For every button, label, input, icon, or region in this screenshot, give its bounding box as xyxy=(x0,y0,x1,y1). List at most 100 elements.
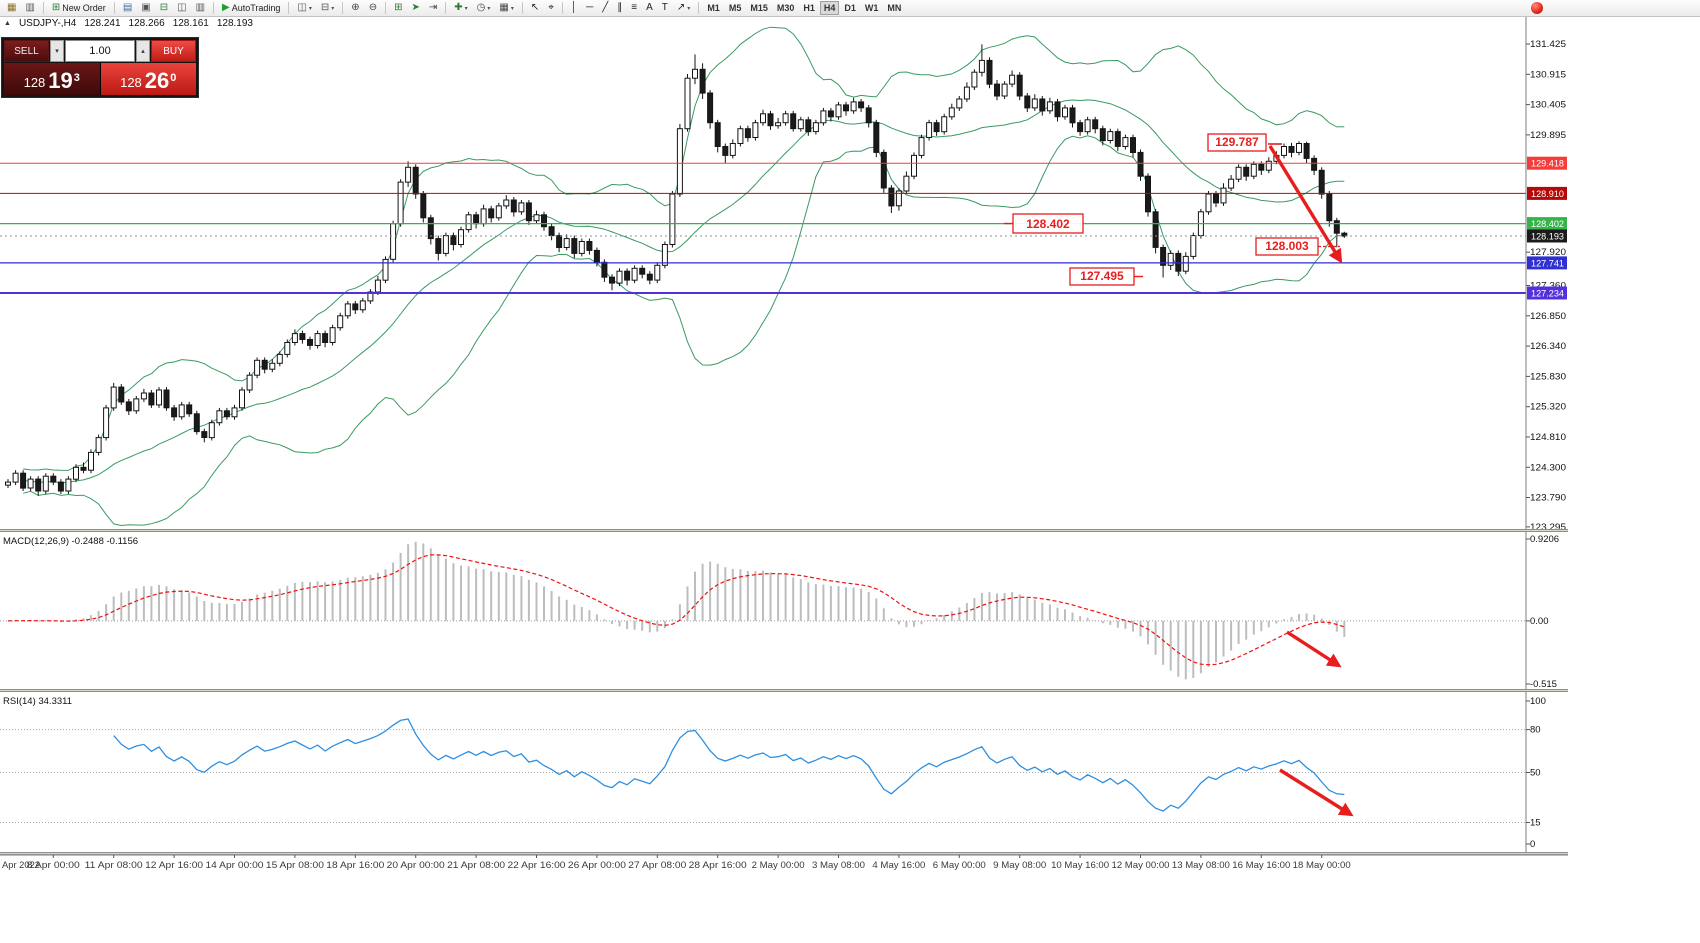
timeframe-m1[interactable]: M1 xyxy=(703,1,724,15)
svg-text:127.234: 127.234 xyxy=(1531,288,1564,299)
profiles-icon[interactable]: ⊟ ▾ xyxy=(317,1,338,15)
svg-text:10 May 16:00: 10 May 16:00 xyxy=(1051,860,1109,871)
svg-text:28 Apr 16:00: 28 Apr 16:00 xyxy=(689,860,747,871)
arrow-tools-icon[interactable]: ↗ ▾ xyxy=(673,1,694,15)
toolbar-separator xyxy=(213,2,215,14)
svg-text:15 Apr 08:00: 15 Apr 08:00 xyxy=(266,860,324,871)
volume-increase-button[interactable]: ▴ xyxy=(136,40,150,62)
crosshair-icon[interactable]: ⌖ xyxy=(544,1,558,15)
crosshair-icon: ⌖ xyxy=(548,2,554,13)
price-axis[interactable]: 131.425 130.915 130.405 129.895 127.920 127.3… xyxy=(1525,17,1567,855)
sell-button[interactable]: SELL xyxy=(4,40,49,62)
chart-window: MACD(12,26,9) -0.2488 -0.1156 RSI(14) 34.… xyxy=(0,17,1568,873)
vertical-line-icon: │ xyxy=(570,2,578,13)
sell-price-display[interactable]: 128 19 3 xyxy=(4,63,101,95)
timeframe-d1[interactable]: D1 xyxy=(840,1,860,15)
horizontal-line-icon[interactable]: ─ xyxy=(582,1,597,15)
chart-icon[interactable]: ▦ xyxy=(3,1,20,15)
trendline-icon[interactable]: ╱ xyxy=(598,1,612,15)
data-window-icon: ▣ xyxy=(141,2,151,13)
svg-text:129.895: 129.895 xyxy=(1530,130,1566,141)
annotations-layer: 129.787 128.402 128.003 127.495 xyxy=(1004,133,1354,817)
new-chart-icon[interactable]: ◫ ▾ xyxy=(293,1,315,15)
svg-text:131.425: 131.425 xyxy=(1530,39,1566,50)
arrow-tools-icon: ↗ xyxy=(676,2,686,13)
text-icon[interactable]: A xyxy=(642,1,657,15)
svg-text:26 Apr 00:00: 26 Apr 00:00 xyxy=(568,860,626,871)
svg-text:MACD(12,26,9) -0.2488 -0.1156: MACD(12,26,9) -0.2488 -0.1156 xyxy=(3,536,138,547)
chart-shift-icon[interactable]: ⇥ xyxy=(425,1,441,15)
auto-scroll-icon[interactable]: ➤ xyxy=(407,1,423,15)
chart-svg[interactable]: MACD(12,26,9) -0.2488 -0.1156 RSI(14) 34.… xyxy=(0,17,1568,873)
zoom-out-icon[interactable]: ⊖ xyxy=(365,1,381,15)
svg-text:130.915: 130.915 xyxy=(1530,69,1566,80)
data-window-icon[interactable]: ▣ xyxy=(137,1,154,15)
new-order-button[interactable]: ⊞ New Order xyxy=(48,1,110,15)
sell-price-pips: 19 xyxy=(48,68,73,94)
svg-text:20 Apr 00:00: 20 Apr 00:00 xyxy=(387,860,445,871)
svg-text:126.850: 126.850 xyxy=(1530,311,1566,322)
toolbar-separator xyxy=(521,2,523,14)
svg-text:129.787: 129.787 xyxy=(1215,135,1259,149)
svg-text:0.9206: 0.9206 xyxy=(1530,534,1559,545)
terminal-icon: ◫ xyxy=(177,2,187,13)
community-status-icon[interactable] xyxy=(1531,2,1543,14)
zoom-in-icon: ⊕ xyxy=(351,2,360,13)
fibonacci-icon: ≡ xyxy=(631,2,638,13)
timeframe-m30[interactable]: M30 xyxy=(773,1,799,15)
svg-text:11 Apr 08:00: 11 Apr 08:00 xyxy=(85,860,143,871)
chart-shift-icon: ⇥ xyxy=(428,2,438,13)
vertical-line-icon[interactable]: │ xyxy=(567,1,581,15)
svg-text:128.910: 128.910 xyxy=(1531,189,1564,200)
timeframe-m5[interactable]: M5 xyxy=(725,1,746,15)
window-list-icon[interactable]: ▥ xyxy=(21,1,38,15)
cursor-icon[interactable]: ↖ xyxy=(527,1,543,15)
svg-text:129.418: 129.418 xyxy=(1531,159,1564,170)
chevron-down-icon: ▾ xyxy=(510,5,514,12)
sell-price-point: 3 xyxy=(73,72,80,84)
terminal-icon[interactable]: ◫ xyxy=(173,1,190,15)
buy-price-point: 0 xyxy=(170,72,177,84)
ohlc-high: 128.266 xyxy=(128,18,165,29)
svg-text:14 Apr 00:00: 14 Apr 00:00 xyxy=(206,860,264,871)
templates-icon[interactable]: ▦ ▾ xyxy=(495,1,517,15)
periods-icon[interactable]: ◷ ▾ xyxy=(473,1,495,15)
svg-text:0: 0 xyxy=(1530,839,1535,850)
timeframe-w1[interactable]: W1 xyxy=(861,1,883,15)
buy-price-display[interactable]: 128 26 0 xyxy=(100,63,196,95)
channel-icon[interactable]: ∥ xyxy=(613,1,626,15)
timeframe-mn[interactable]: MN xyxy=(883,1,905,15)
svg-text:128.193: 128.193 xyxy=(1531,232,1564,243)
toolbar: ▦ ▥ ⊞ New Order ▤ ▣ ⊟ ◫ ▥ ▶ AutoTrading ◫ ▾ ⊟ ▾ ⊕ ⊖ ⊞ ➤ ⇥ ✚ ▾… xyxy=(0,0,1700,17)
market-watch-icon: ▤ xyxy=(122,2,133,13)
volume-input[interactable] xyxy=(65,40,135,62)
ohlc-open: 128.241 xyxy=(84,18,121,29)
market-watch-icon[interactable]: ▤ xyxy=(119,1,136,15)
strategy-tester-icon[interactable]: ▥ xyxy=(192,1,209,15)
timeframe-m15[interactable]: M15 xyxy=(746,1,772,15)
text-label-icon[interactable]: T xyxy=(658,1,672,15)
indicators-icon[interactable]: ✚ ▾ xyxy=(450,1,471,15)
svg-text:4 May 16:00: 4 May 16:00 xyxy=(872,860,925,871)
tile-windows-icon[interactable]: ⊞ xyxy=(390,1,406,15)
svg-text:80: 80 xyxy=(1530,725,1541,736)
buy-button[interactable]: BUY xyxy=(151,40,196,62)
autotrading-button[interactable]: ▶ AutoTrading xyxy=(218,1,284,15)
volume-decrease-button[interactable]: ▾ xyxy=(50,40,64,62)
indicators-icon: ✚ xyxy=(454,2,463,13)
fibonacci-icon[interactable]: ≡ xyxy=(627,1,641,15)
text-icon: A xyxy=(646,2,653,13)
navigator-icon[interactable]: ⊟ xyxy=(156,1,172,15)
chevron-down-icon: ▾ xyxy=(464,5,468,12)
timeframe-h1[interactable]: H1 xyxy=(799,1,819,15)
svg-text:15: 15 xyxy=(1530,818,1541,829)
horizontal-line-icon: ─ xyxy=(586,2,594,13)
ohlc-low: 128.161 xyxy=(172,18,209,29)
profiles-icon: ⊟ xyxy=(320,2,330,13)
zoom-in-icon[interactable]: ⊕ xyxy=(347,1,363,15)
svg-text:2 May 00:00: 2 May 00:00 xyxy=(752,860,805,871)
timeframe-h4[interactable]: H4 xyxy=(819,1,840,15)
svg-text:123.295: 123.295 xyxy=(1530,522,1566,533)
toolbar-separator xyxy=(445,2,447,14)
